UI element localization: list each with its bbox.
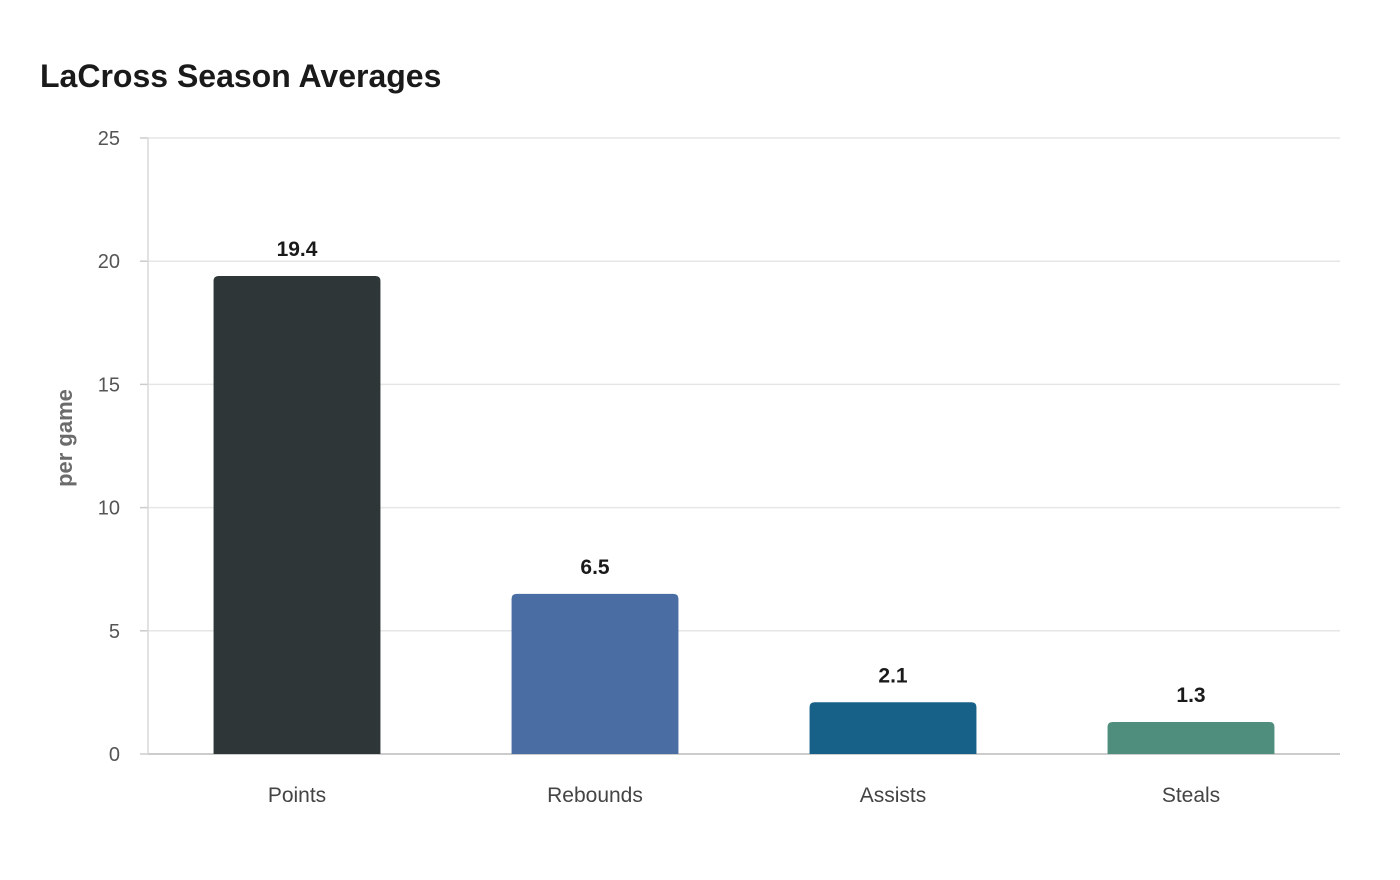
x-tick-label-steals: Steals <box>1162 784 1220 807</box>
x-tick-label-points: Points <box>268 784 326 807</box>
y-tick-label: 0 <box>109 744 120 766</box>
bar-points <box>213 275 381 754</box>
chart-title: LaCross Season Averages <box>40 58 442 94</box>
bar-steals <box>1107 721 1275 754</box>
data-label-rebounds: 6.5 <box>580 556 610 579</box>
bars <box>213 275 1275 754</box>
y-tick-label: 5 <box>109 621 120 643</box>
y-tick-label: 20 <box>98 251 120 273</box>
x-tick-label-rebounds: Rebounds <box>547 784 643 807</box>
x-tick-label-assists: Assists <box>860 784 927 807</box>
bar-rebounds <box>511 593 679 754</box>
y-tick-label: 25 <box>98 128 120 150</box>
y-axis-title: per game <box>52 389 77 487</box>
bar-assists <box>809 702 977 754</box>
y-tick-label: 10 <box>98 498 120 520</box>
data-label-assists: 2.1 <box>878 664 908 687</box>
labels: 0 5 10 15 20 25 19.4 Points 6.5 Rebounds 2.1 Assist… <box>98 128 1220 807</box>
data-label-steals: 1.3 <box>1176 684 1205 707</box>
y-tick-label: 15 <box>98 374 120 396</box>
data-label-points: 19.4 <box>277 238 318 261</box>
